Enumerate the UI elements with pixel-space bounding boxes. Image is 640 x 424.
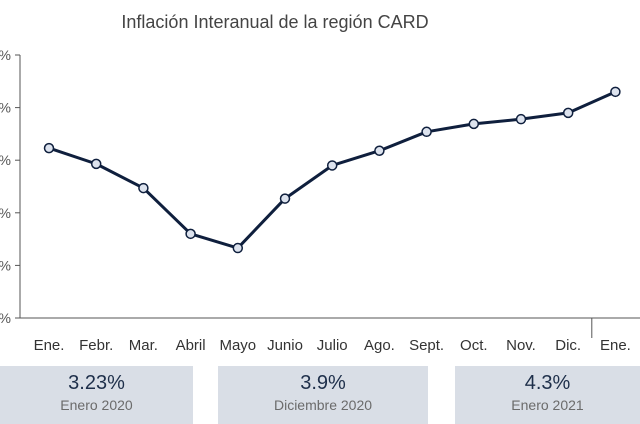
summary-card-enero-2021: 4.3% Enero 2021 <box>455 366 640 424</box>
card-value: 3.23% <box>68 372 125 394</box>
x-tick-label: Mayo <box>219 337 256 354</box>
x-tick-label: Nov. <box>506 337 536 354</box>
card-label: Enero 2021 <box>511 397 584 413</box>
x-tick-label: Dic. <box>555 337 581 354</box>
data-point <box>421 126 432 138</box>
card-label: Diciembre 2020 <box>273 397 373 413</box>
x-tick-labels: Ene. Febr. Mar. Abril Mayo Junio Julio Ago. Sept… <box>34 337 631 354</box>
x-tick-label: Junio <box>267 337 303 354</box>
x-tick-label: Sept. <box>409 337 444 354</box>
data-point <box>279 193 291 204</box>
y-tick-label: 5% <box>0 47 11 63</box>
x-tick-label: Oct. <box>460 337 488 354</box>
data-point <box>610 86 621 98</box>
x-tick-label: Abril <box>176 337 206 354</box>
chart-title: Inflación Interanual de la región CARD <box>121 12 429 32</box>
data-point <box>468 118 480 130</box>
card-value: 4.3% <box>524 372 571 394</box>
x-tick-label: Ene. <box>600 337 631 354</box>
y-tick-labels: 0% 1% 2% 3% 4% 5% <box>0 47 11 326</box>
series-group <box>43 86 621 254</box>
x-tick-label: Febr. <box>79 337 113 354</box>
data-point <box>374 145 385 156</box>
y-tick-label: 4% <box>0 100 11 116</box>
data-point <box>185 228 196 240</box>
y-tick-label: 1% <box>0 257 11 273</box>
data-point <box>43 142 55 154</box>
y-tick-label: 3% <box>0 152 11 168</box>
data-point <box>515 113 527 125</box>
y-tick-label: 2% <box>0 205 11 221</box>
data-point <box>138 182 149 194</box>
data-point <box>90 158 102 170</box>
data-point <box>326 160 338 171</box>
card-value: 3.9% <box>300 372 346 394</box>
x-tick-label: Ene. <box>34 337 65 354</box>
x-tick-label: Ago. <box>364 337 395 354</box>
x-tick-label: Mar. <box>129 337 158 354</box>
summary-card-diciembre-2020: 3.9% Diciembre 2020 <box>218 366 428 424</box>
summary-card-enero-2020: 3.23% Enero 2020 <box>0 366 193 424</box>
card-label: Enero 2020 <box>60 397 133 413</box>
data-point <box>562 107 574 119</box>
chart-axes <box>15 54 640 338</box>
x-tick-label: Julio <box>317 337 348 354</box>
y-tick-label: 0% <box>0 310 11 326</box>
data-point <box>232 242 244 254</box>
